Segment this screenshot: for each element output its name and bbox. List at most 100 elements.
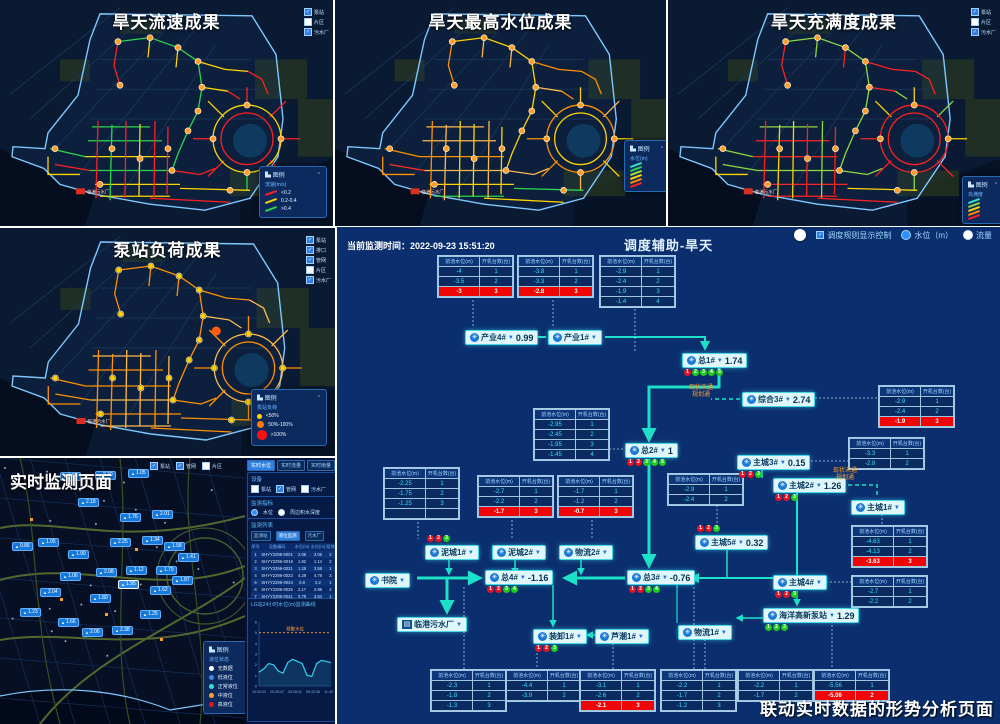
pump-node[interactable]: ✳ 总1# ▼ 1.74 [682, 353, 748, 368]
station-chip[interactable]: ▲ 1.76 [120, 513, 141, 522]
table-row[interactable]: 7 SHYY2296-0041 0.79 3.84 1 [251, 593, 335, 600]
layer-toggle[interactable]: ✓ 排口 [305, 246, 331, 254]
pump-node[interactable]: ✳ 书院 ▼ [365, 573, 410, 588]
map-canvas[interactable]: 临港污水厂 [668, 0, 1000, 226]
list-filter-button[interactable]: 监测站 [251, 531, 271, 541]
station-chip[interactable]: ▲ 1.58 [164, 542, 185, 551]
legend-swatch [209, 675, 214, 680]
station-value: 1.98 [67, 473, 78, 479]
station-chip[interactable]: ▲ 1.90 [68, 550, 89, 559]
collapse-icon[interactable]: ⌃ [316, 171, 321, 178]
checkbox-icon [303, 18, 312, 26]
station-chip[interactable]: ▲ 2.06 [82, 628, 103, 637]
pump-node[interactable]: ✳ 装卸1# ▼ [533, 629, 587, 644]
layer-toggle[interactable]: 片区 [970, 18, 996, 26]
monitor-tab[interactable]: 实时水位 [247, 460, 275, 471]
pump-node[interactable]: ✳ 产业4# ▼ 0.99 [465, 330, 539, 345]
metric-radio[interactable]: 周边积水深度 [278, 509, 320, 516]
rule-toggle[interactable]: ✓ 调度规则显示控制 [816, 230, 892, 240]
pump-node[interactable]: ✳ 主城4# ▼ [773, 575, 827, 590]
pump-node[interactable]: ✳ 芦潮1# ▼ [595, 629, 649, 644]
layer-toggle[interactable]: ✓ 污水厂 [970, 28, 996, 36]
map-canvas[interactable]: 临港污水厂 [335, 0, 666, 226]
rule-table: 前池水位(m) 开机台数(台) -4.4 1 -3.9 2 [505, 669, 582, 702]
table-row[interactable]: 1 SHYY2296-0001 2.05 3.05 2 [251, 551, 335, 558]
station-chip[interactable]: ▲ 1.23 [20, 608, 41, 617]
station-chip[interactable]: ▲ 1.12 [126, 566, 147, 575]
table-row[interactable]: 5 SHYY2296-0024 0.8 3.2 1 [251, 579, 335, 586]
level-gauge-icon: ▲ [71, 552, 75, 557]
pump-node[interactable]: ✳ 物流1# ▼ [678, 625, 732, 640]
station-chip[interactable]: ▲ 1.41 [178, 553, 199, 562]
station-chip[interactable]: ▲ 1.66 [58, 618, 79, 627]
layer-toggle[interactable]: ✓ 泵站 [150, 462, 170, 470]
device-checkbox[interactable]: 污水厂 [301, 485, 326, 493]
station-chip[interactable]: ▲ 2.38 [112, 626, 133, 635]
station-chip[interactable]: ▲ 1.05 [128, 469, 149, 478]
radio-water-level[interactable]: 水位（m） [901, 230, 953, 241]
pump-node[interactable]: ✳ 总2# ▼ 1 [625, 443, 678, 458]
device-checkbox[interactable]: ✓ 管网 [276, 485, 296, 493]
layer-toggle[interactable]: 片区 [202, 462, 222, 470]
pump-node[interactable]: ✳ 产业1# ▼ [548, 330, 602, 345]
pump-node[interactable]: ✳ 泥城2# ▼ [492, 545, 546, 560]
table-row[interactable]: 6 SHYY2296-0025 2.17 2.88 2 [251, 586, 335, 593]
layer-toggle[interactable]: ✓ 泵站 [305, 236, 331, 244]
pump-node[interactable]: ✳ 主城1# ▼ [851, 500, 905, 515]
pump-node[interactable]: ✳ 主城5# ▼ 0.32 [695, 535, 769, 550]
layer-toggle[interactable]: ✓ 泵站 [303, 8, 329, 16]
rule-row: -2.4 2 [879, 406, 954, 417]
station-chip[interactable]: ▲ 1.87 [172, 576, 193, 585]
station-chip[interactable]: ▲ 1.95 [118, 580, 139, 589]
station-chip[interactable]: ▲ 2.01 [152, 510, 173, 519]
pump-node[interactable]: ✳ 总4# ▼ -1.16 [485, 570, 554, 585]
layer-toggle[interactable]: ✓ 污水厂 [305, 276, 331, 284]
list-filter-button[interactable]: 液位监测 [275, 531, 300, 541]
station-chip[interactable]: ▲ 1.34 [142, 536, 163, 545]
metric-radio[interactable]: 水位 [251, 509, 273, 516]
radio-flow[interactable]: 流量 [963, 230, 992, 241]
rule-cell: -2.2 [738, 680, 780, 691]
station-chip[interactable]: ▲ 1.06 [60, 572, 81, 581]
pump-node[interactable]: ✳ 海洋高新泵站 ▼ 1.29 [763, 608, 860, 623]
pump-node[interactable]: ✳ 物流2# ▼ [559, 545, 613, 560]
collapse-icon[interactable]: ⌃ [316, 394, 321, 401]
collapse-icon[interactable]: ⌃ [993, 181, 998, 188]
collapse-icon[interactable]: ⌃ [659, 145, 664, 152]
layer-toggle[interactable]: ✓ 泵站 [970, 8, 996, 16]
pump-node[interactable]: ✳ 总3# ▼ -0.76 [627, 570, 696, 585]
table-row[interactable]: 2 SHYY2296-0019 1.92 1.14 2 [251, 558, 335, 565]
layer-toggle[interactable]: 片区 [303, 18, 329, 26]
station-chip[interactable]: ▲ 1.79 [156, 566, 177, 575]
layer-toggle[interactable]: ✓ 管网 [176, 462, 196, 470]
layer-toggle[interactable]: 片区 [305, 266, 331, 274]
plant-node[interactable]: ▤ 临港污水厂 ▼ [397, 617, 467, 632]
pump-node[interactable]: ✳ 主城3# ▼ 0.15 [737, 455, 811, 470]
station-chip[interactable]: ▲ 2.25 [110, 538, 131, 547]
layer-toggle[interactable]: ✓ 管网 [305, 256, 331, 264]
layer-toggle[interactable]: ✓ 污水厂 [303, 28, 329, 36]
pump-node[interactable]: ✳ 主城2# ▼ 1.26 [773, 478, 847, 493]
device-checkbox[interactable]: 泵站 [251, 485, 271, 493]
pump-node[interactable]: ✳ 综合3# ▼ 2.74 [742, 392, 816, 407]
monitor-tab[interactable]: 实时流量 [277, 460, 305, 471]
station-chip[interactable]: ▲ 2.04 [40, 588, 61, 597]
station-chip[interactable]: ▲ 2.18 [78, 498, 99, 507]
station-chip[interactable]: ▲ 0.86 [12, 542, 33, 551]
pump-node[interactable]: ✳ 泥城1# ▼ [425, 545, 479, 560]
monitor-table[interactable]: 序号 设备编码 水位(m) 水位(m) 距地 1 SHYY2296-0001 2.05 3.05… [251, 543, 335, 601]
station-chip[interactable]: ▲ 2.08 [96, 568, 117, 577]
station-chip[interactable]: ▲ 1.80 [90, 594, 111, 603]
table-row[interactable]: 3 SHYY2296-0021 1.25 3.58 1 [251, 565, 335, 572]
list-filter-button[interactable]: 污水厂 [304, 531, 324, 541]
station-chip[interactable]: ▲ 2.30 [95, 471, 116, 480]
station-chip[interactable]: ▲ 1.98 [60, 472, 81, 481]
monitor-tab[interactable]: 实时雨量 [307, 460, 335, 471]
window-knob[interactable] [794, 229, 807, 241]
station-chip[interactable]: ▲ 1.05 [38, 538, 59, 547]
table-row[interactable]: 4 SHYY2296-0023 4.29 4.79 3 [251, 572, 335, 579]
rule-cell: -3.1 [580, 680, 622, 691]
station-chip[interactable]: ▲ 1.25 [140, 610, 161, 619]
station-chip[interactable]: ▲ 1.62 [150, 586, 171, 595]
level-down-icon: ▼ [829, 612, 835, 619]
